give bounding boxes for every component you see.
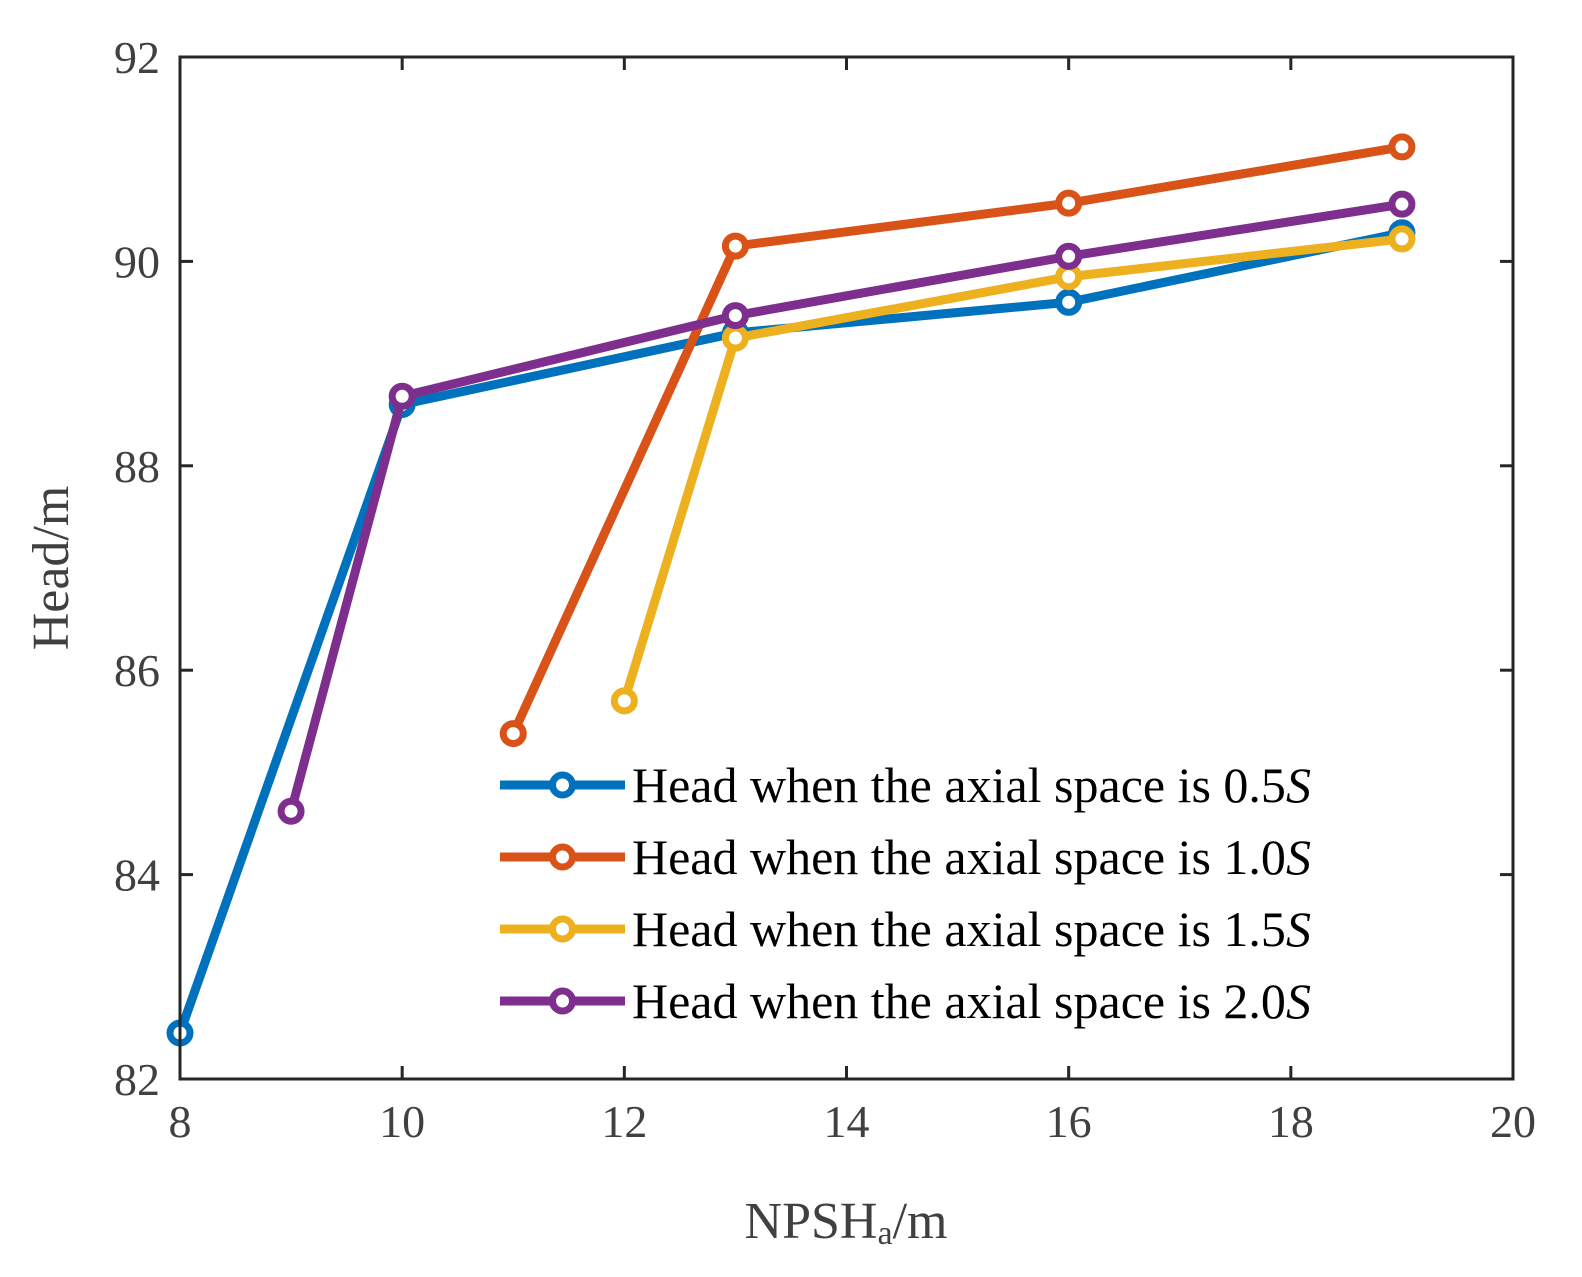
- x-axis-title-main: NPSH: [745, 1193, 878, 1250]
- x-axis-title: NPSHa/m: [745, 1193, 948, 1252]
- series-4-point-5: [1388, 190, 1416, 218]
- series-3-point-2: [721, 324, 749, 352]
- series-1-point-4: [1055, 288, 1083, 316]
- series-line-3: [619, 234, 1407, 706]
- series-2-point-2: [721, 232, 749, 260]
- legend-marker-2: [549, 843, 576, 871]
- legend-label-text-4: Head when the axial space is 2.0: [632, 973, 1286, 1029]
- series-4-point-1: [277, 797, 305, 825]
- y-tick-label-82: 82: [114, 1054, 160, 1105]
- x-axis-title-unit: /m: [893, 1193, 948, 1250]
- axes-layer: 8 10 12 14 16 18 20 82 84 86 88 90 92: [114, 32, 1536, 1147]
- legend-label-4: Head when the axial space is 2.0S: [632, 973, 1311, 1029]
- series-2-point-3: [1055, 189, 1083, 217]
- legend-label-unit-1: S: [1286, 757, 1311, 813]
- series-line-2: [508, 142, 1407, 739]
- series-4-point-2: [388, 382, 416, 410]
- legend-label-text-2: Head when the axial space is 1.0: [632, 829, 1286, 885]
- x-tick-label-12: 12: [601, 1096, 647, 1147]
- y-tick-label-88: 88: [114, 441, 160, 492]
- x-tick-label-18: 18: [1268, 1096, 1314, 1147]
- x-axis-title-subscript: a: [877, 1215, 892, 1252]
- x-tick-label-16: 16: [1046, 1096, 1092, 1147]
- y-axis-title: Head/m: [23, 486, 80, 651]
- legend-label-1: Head when the axial space is 0.5S: [632, 757, 1311, 813]
- legend-marker-1: [549, 771, 576, 799]
- legend-marker-3: [549, 915, 576, 943]
- x-tick-label-10: 10: [379, 1096, 425, 1147]
- y-tick-label-92: 92: [114, 32, 160, 83]
- series-4-point-4: [1055, 242, 1083, 270]
- y-tick-label-86: 86: [114, 645, 160, 696]
- series-3-point-4: [1388, 225, 1416, 253]
- legend-label-unit-4: S: [1286, 973, 1311, 1029]
- y-tick-label-84: 84: [114, 850, 160, 901]
- x-tick-label-20: 20: [1490, 1096, 1536, 1147]
- series-3-point-1: [610, 687, 638, 715]
- legend-label-3: Head when the axial space is 1.5S: [632, 901, 1311, 957]
- y-tick-label-90: 90: [114, 236, 160, 287]
- series-layer: [166, 133, 1416, 1047]
- x-tick-label-8: 8: [169, 1096, 192, 1147]
- x-tick-label-14: 14: [824, 1096, 870, 1147]
- series-2-point-4: [1388, 133, 1416, 161]
- series-4-point-3: [721, 302, 749, 330]
- legend-label-unit-3: S: [1286, 901, 1311, 957]
- legend-label-2: Head when the axial space is 1.0S: [632, 829, 1311, 885]
- legend-marker-4: [549, 987, 576, 1015]
- legend-label-text-1: Head when the axial space is 0.5: [632, 757, 1286, 813]
- legend-label-text-3: Head when the axial space is 1.5: [632, 901, 1286, 957]
- legend-label-unit-2: S: [1286, 829, 1311, 885]
- series-2-point-1: [499, 720, 527, 748]
